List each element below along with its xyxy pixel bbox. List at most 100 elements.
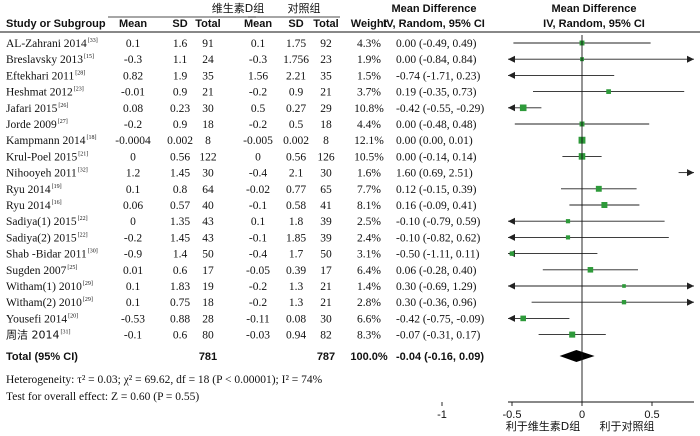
study-row: Breslavsky 2013 [15] -0.3 1.1 24 -0.3 1.756 23 1…	[6, 54, 477, 66]
control-mean: -0.005	[243, 135, 273, 147]
treatment-sd: 1.9	[173, 70, 188, 82]
control-sd: 1.85	[286, 232, 306, 244]
study-ci-text: 0.16 (-0.09, 0.41)	[396, 200, 477, 212]
treatment-sd: 0.6	[173, 330, 188, 342]
treatment-total: 30	[202, 103, 214, 115]
control-total: 8	[323, 135, 329, 147]
header-treatment-group: 维生素D组	[212, 1, 264, 15]
control-total: 41	[320, 200, 332, 212]
control-sd: 0.39	[286, 265, 306, 277]
study-row: Eftekhari 2011 [28] 0.82 1.9 35 1.56 2.21 35 1.5…	[6, 70, 480, 82]
ci-arrow-left	[508, 314, 515, 322]
x-tick-label: 0	[579, 409, 585, 421]
treatment-sd: 1.83	[170, 281, 190, 293]
study-ci-text: -0.50 (-1.11, 0.11)	[396, 249, 480, 261]
study-name: Heshmat 2012	[6, 87, 73, 99]
control-sd: 1.8	[289, 216, 304, 228]
study-ref: [29]	[83, 281, 93, 287]
study-ref: [23]	[74, 87, 84, 93]
study-ci-text: 0.00 (-0.48, 0.48)	[396, 119, 477, 131]
study-weight: 2.8%	[357, 297, 381, 309]
header-t-sd: SD	[172, 18, 187, 30]
x-axis: -1-0.500.51	[437, 35, 694, 421]
treatment-total: 30	[202, 168, 214, 180]
control-mean: -0.2	[249, 281, 267, 293]
control-mean: 1.56	[248, 70, 268, 82]
treatment-total: 43	[202, 232, 214, 244]
favors-treatment-label: 利于维生素D组	[506, 419, 580, 433]
x-tick-label: 0.5	[644, 409, 659, 421]
treatment-sd: 1.4	[173, 249, 188, 261]
control-total: 92	[320, 38, 332, 50]
ci-arrow-left	[508, 282, 515, 290]
study-ci-text: -0.10 (-0.82, 0.62)	[396, 232, 480, 244]
study-name: Eftekhari 2011	[6, 70, 74, 82]
control-mean: -0.05	[246, 265, 270, 277]
study-name: Ryu 2014	[6, 184, 51, 196]
treatment-mean: -0.2	[124, 232, 142, 244]
header-t-mean: Mean	[119, 18, 147, 30]
control-mean: -0.2	[249, 87, 267, 99]
study-ci-text: 0.19 (-0.35, 0.73)	[396, 87, 477, 99]
treatment-mean: -0.1	[124, 330, 142, 342]
treatment-sd: 0.23	[170, 103, 190, 115]
treatment-mean: 0.1	[126, 297, 141, 309]
study-row: Sadiya(1) 2015 [22] 0 1.35 43 0.1 1.8 39 2.5% -0.…	[6, 216, 480, 228]
ci-arrow-left	[508, 104, 515, 112]
treatment-total: 19	[202, 281, 214, 293]
study-ci-text: 0.12 (-0.15, 0.39)	[396, 184, 477, 196]
control-total: 23	[320, 54, 332, 66]
control-mean: 0.1	[251, 216, 266, 228]
study-row: Nihooyeh 2011 [32] 1.2 1.45 30 -0.4 2.1 30 1.6% 1…	[6, 168, 473, 180]
effect-marker	[622, 284, 626, 288]
study-ci-text: 0.00 (-0.49, 0.49)	[396, 38, 477, 50]
treatment-mean: -0.3	[124, 54, 142, 66]
treatment-mean: 0.82	[123, 70, 143, 82]
treatment-total: 50	[202, 249, 214, 261]
study-ci-text: 0.30 (-0.36, 0.96)	[396, 297, 477, 309]
treatment-sd: 0.88	[170, 313, 190, 325]
study-weight: 3.1%	[357, 249, 381, 261]
header-md-top-left: Mean Difference	[392, 3, 477, 15]
treatment-sd: 1.1	[173, 54, 188, 66]
control-sd: 0.58	[286, 200, 306, 212]
study-row: Jorde 2009 [27] -0.2 0.9 18 -0.2 0.5 18 4.4% 0.00…	[6, 119, 477, 131]
total-c-total: 787	[317, 351, 335, 363]
study-row: Kampmann 2014 [18] -0.0004 0.002 8 -0.005 0.00…	[6, 135, 473, 147]
effect-marker	[606, 89, 611, 94]
treatment-total: 24	[202, 54, 214, 66]
study-weight: 3.7%	[357, 87, 381, 99]
study-row: Shab -Bidar 2011 [30] -0.9 1.4 50 -0.4 1.7 50 3.…	[6, 249, 480, 261]
control-sd: 2.1	[289, 168, 304, 180]
header-t-total: Total	[195, 18, 220, 30]
study-ref: [30]	[88, 249, 98, 255]
control-total: 126	[317, 151, 335, 163]
control-sd: 0.77	[286, 184, 306, 196]
study-weight: 6.4%	[357, 265, 381, 277]
header-weight: Weight	[351, 18, 388, 30]
control-sd: 0.08	[286, 313, 306, 325]
study-name: Ryu 2014	[6, 200, 51, 212]
study-row: Witham(1) 2010 [29] 0.1 1.83 19 -0.2 1.3 21 1.4%…	[6, 281, 477, 293]
study-ref: [26]	[58, 103, 68, 109]
study-row: Sugden 2007 [25] 0.01 0.6 17 -0.05 0.39 17 6.4% 0…	[6, 265, 477, 277]
header-md-top-right: Mean Difference	[552, 3, 637, 15]
control-total: 65	[320, 184, 332, 196]
study-name: Krul-Poel 2015	[6, 151, 77, 163]
control-total: 39	[320, 216, 332, 228]
control-total: 21	[320, 281, 332, 293]
study-weight: 4.4%	[357, 119, 381, 131]
control-mean: -0.1	[249, 232, 267, 244]
study-ci-text: 0.30 (-0.69, 1.29)	[396, 281, 477, 293]
study-ci-text: 0.00 (0.00, 0.01)	[396, 135, 473, 147]
effect-marker	[587, 267, 594, 273]
study-ref: [15]	[84, 54, 94, 60]
treatment-sd: 0.57	[170, 200, 190, 212]
control-mean: -0.2	[249, 119, 267, 131]
treatment-sd: 1.45	[170, 168, 190, 180]
study-name: Witham(1) 2010	[6, 281, 82, 293]
effect-marker	[520, 315, 526, 322]
control-mean: -0.3	[249, 54, 267, 66]
study-ref: [27]	[58, 119, 68, 125]
